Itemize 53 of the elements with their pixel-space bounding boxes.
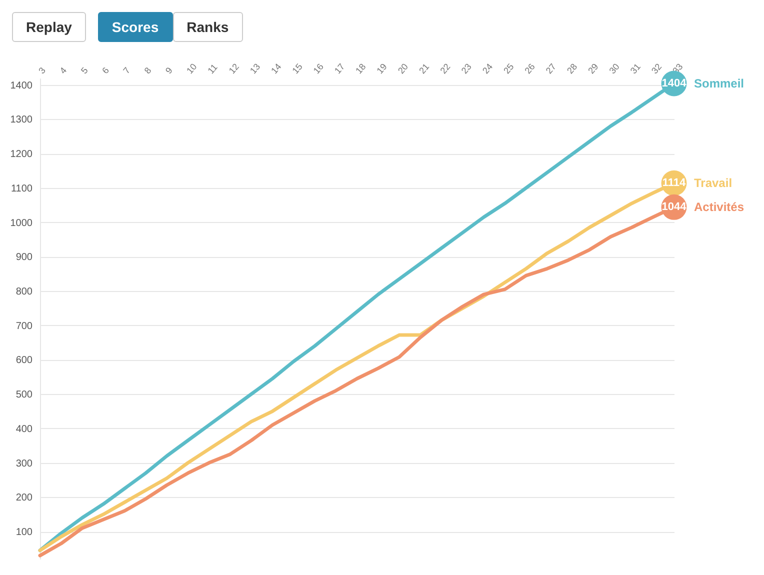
x-tick-label: 18 (354, 62, 368, 76)
x-tick-label: 12 (226, 62, 241, 76)
x-tick-label: 6 (100, 65, 111, 76)
x-tick-label: 10 (184, 62, 199, 76)
x-tick-label: 15 (290, 62, 304, 76)
y-tick-label: 400 (16, 424, 33, 435)
series-label: Travail (694, 176, 732, 190)
data-label: 1044 (662, 201, 688, 214)
y-tick-label: 600 (16, 355, 33, 366)
x-tick-label: 21 (417, 62, 432, 76)
y-tick-label: 800 (16, 286, 33, 298)
text: Scores (98, 12, 173, 42)
x-tick-label: 30 (607, 62, 622, 76)
x-tick-label: 16 (311, 62, 326, 76)
x-tick-label: 31 (628, 62, 642, 76)
x-tick-label: 8 (142, 65, 154, 76)
text: Ranks (172, 12, 243, 42)
y-tick-label: 1300 (10, 114, 33, 126)
x-tick-label: 19 (374, 62, 389, 76)
y-tick-label: 500 (16, 390, 33, 401)
x-tick-label: 23 (459, 62, 474, 76)
x-tick-label: 9 (163, 65, 174, 76)
x-tick-label: 24 (480, 62, 495, 76)
x-tick-label: 28 (565, 62, 580, 76)
x-tick-label: 17 (332, 62, 347, 76)
x-tick-label: 27 (544, 62, 558, 76)
y-tick-label: 900 (16, 252, 33, 264)
data-label: 1114 (662, 177, 687, 190)
text: Replay (12, 12, 86, 42)
y-tick-label: 1200 (10, 149, 33, 160)
x-tick-label: 22 (438, 62, 452, 76)
x-tick-label: 14 (269, 62, 284, 76)
x-tick-label: 4 (58, 65, 69, 76)
y-tick-label: 1000 (10, 218, 33, 229)
x-tick-label: 3 (36, 65, 48, 76)
x-tick-label: 29 (586, 62, 600, 76)
x-tick-label: 5 (78, 65, 90, 76)
x-tick-label: 25 (502, 62, 516, 76)
y-tick-label: 1400 (10, 80, 33, 92)
series-label: Sommeil (694, 76, 744, 90)
x-tick-label: 20 (396, 62, 410, 76)
x-tick-label: 32 (650, 62, 664, 76)
x-tick-label: 7 (121, 65, 132, 76)
x-tick-label: 11 (206, 62, 220, 76)
x-tick-label: 13 (248, 62, 262, 76)
data-label: 1404 (662, 77, 688, 90)
y-tick-label: 100 (16, 527, 33, 538)
y-tick-label: 200 (16, 492, 33, 504)
y-tick-label: 1100 (10, 183, 33, 194)
series-label: Activités (694, 200, 744, 214)
y-tick-label: 300 (16, 458, 33, 470)
x-tick-label: 26 (522, 62, 537, 76)
y-tick-label: 700 (16, 320, 33, 332)
